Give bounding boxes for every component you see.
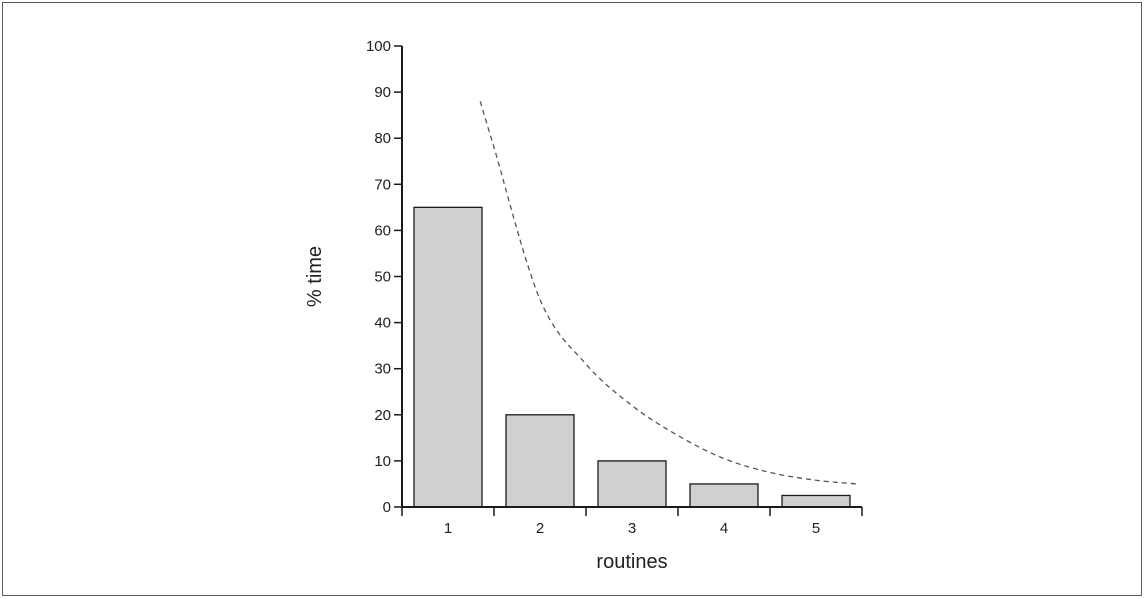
y-tick-label-20: 20 — [374, 407, 391, 424]
y-tick-label-100: 100 — [366, 38, 391, 55]
bars-group — [413, 206, 851, 508]
y-tick-label-30: 30 — [374, 361, 391, 378]
bar-3 — [597, 460, 667, 508]
y-tick-label-0: 0 — [383, 499, 391, 516]
y-tick-label-10: 10 — [374, 453, 391, 470]
x-tick-labels: 1 2 3 4 5 — [444, 520, 820, 537]
bar-5 — [781, 494, 851, 508]
y-tick-label-50: 50 — [374, 269, 391, 286]
bar-2 — [505, 414, 575, 508]
trend-curve — [479, 101, 858, 485]
bar-4 — [689, 483, 759, 508]
y-tick-labels: 0 10 20 30 40 50 60 70 80 90 100 — [366, 38, 391, 516]
x-axis-title: routines — [596, 551, 667, 573]
y-tick-label-80: 80 — [374, 130, 391, 147]
y-tick-label-60: 60 — [374, 222, 391, 239]
y-tick-label-90: 90 — [374, 84, 391, 101]
x-tick-label-1: 1 — [444, 520, 452, 537]
x-tick-label-2: 2 — [536, 520, 544, 537]
y-tick-label-70: 70 — [374, 176, 391, 193]
x-tick-label-5: 5 — [812, 520, 820, 537]
bar-1 — [413, 206, 483, 508]
x-tick-label-4: 4 — [720, 520, 728, 537]
axes-group — [394, 45, 863, 516]
y-axis-title: % time — [304, 246, 326, 307]
y-tick-label-40: 40 — [374, 315, 391, 332]
x-tick-label-3: 3 — [628, 520, 636, 537]
